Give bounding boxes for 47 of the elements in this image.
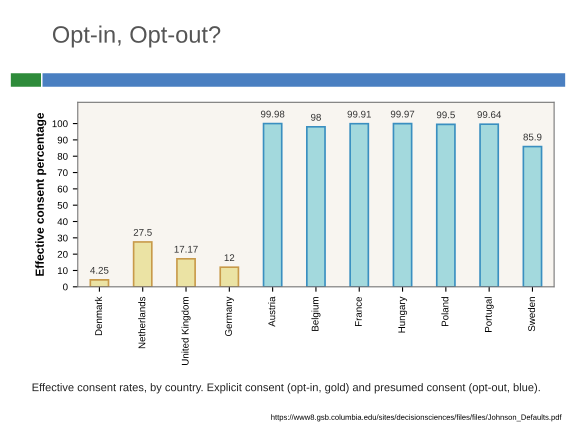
x-tick-label: Netherlands [138, 296, 146, 348]
data-label: 99.64 [477, 111, 502, 118]
data-label: 98 [310, 114, 321, 121]
x-tick-label: Portugal [484, 297, 494, 332]
y-tick-label: 90 [58, 136, 68, 144]
bar [176, 258, 196, 287]
bar [89, 279, 110, 287]
y-tick-label: 70 [58, 169, 68, 176]
data-label: 99.98 [260, 110, 284, 118]
bar [522, 146, 542, 287]
data-label: 99.91 [348, 110, 371, 118]
y-tick-label: 60 [58, 186, 68, 192]
x-tick-label: Denmark [94, 296, 102, 336]
y-axis-title: Effective consent percentage [35, 112, 46, 276]
data-label: 99.5 [436, 111, 455, 118]
x-tick-label: Poland [441, 297, 448, 326]
text: Effective consent rates, by country. Explicit consent (opt-in, gold) and presumed consent (opt-out, blue). [32, 383, 540, 394]
bar [219, 266, 240, 287]
bar [132, 241, 153, 287]
data-label: 17.17 [174, 246, 198, 253]
y-tick-label: 20 [58, 250, 68, 258]
y-tick-label: 100 [52, 120, 68, 128]
y-tick-label: 80 [58, 152, 68, 160]
x-tick-label: Hungary [398, 296, 408, 332]
y-tick-label: 10 [58, 267, 68, 274]
y-tick-label: 50 [58, 202, 68, 209]
data-label: 4.25 [90, 266, 108, 274]
data-label: 27.5 [134, 228, 152, 236]
bar [392, 122, 412, 287]
y-tick-label: 0 [63, 284, 68, 290]
data-label: 85.9 [523, 134, 542, 140]
y-tick-label: 30 [58, 234, 68, 242]
bar [479, 123, 500, 287]
x-tick-label: Sweden [528, 297, 536, 332]
bar [262, 122, 283, 287]
bar [306, 126, 326, 287]
x-tick-label: Belgium [311, 297, 320, 331]
x-tick-label: United Kingdom [181, 297, 191, 365]
x-tick-label: France [355, 296, 362, 326]
x-tick-label: Germany [225, 296, 234, 336]
data-label: 12 [224, 254, 234, 262]
chart-title: Opt-in, Opt-out? [52, 26, 220, 48]
x-tick-label: Austria [268, 296, 276, 327]
y-tick-label: 40 [57, 218, 68, 226]
bar [349, 122, 370, 287]
data-label: 99.97 [390, 110, 414, 118]
bar [436, 124, 456, 287]
